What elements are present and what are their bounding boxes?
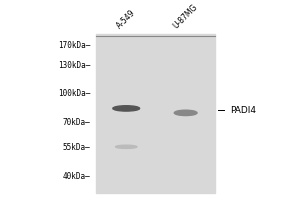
Ellipse shape (116, 145, 137, 148)
Text: 55kDa—: 55kDa— (63, 143, 91, 152)
Text: 170kDa—: 170kDa— (58, 41, 91, 50)
Text: 70kDa—: 70kDa— (63, 118, 91, 127)
Text: U-87MG: U-87MG (172, 3, 200, 31)
Bar (97, 34, 215, 193)
Text: 100kDa—: 100kDa— (58, 89, 91, 98)
Text: PADI4: PADI4 (230, 106, 256, 115)
Text: 40kDa—: 40kDa— (63, 172, 91, 181)
Ellipse shape (174, 110, 197, 116)
Ellipse shape (113, 106, 140, 111)
Text: A-549: A-549 (115, 8, 137, 31)
Text: 130kDa—: 130kDa— (58, 61, 91, 70)
